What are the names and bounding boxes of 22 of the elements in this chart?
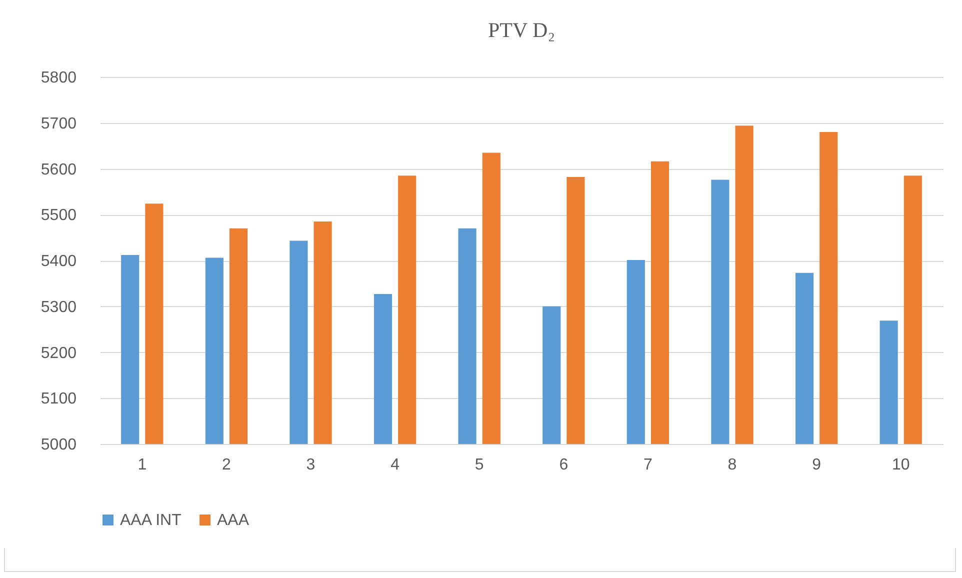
x-tick-label: 9 — [812, 456, 822, 474]
legend-label: AAA — [217, 512, 250, 529]
y-tick-label: 5600 — [40, 161, 77, 178]
y-tick-label: 5800 — [40, 70, 77, 86]
x-tick-label: 8 — [728, 456, 737, 474]
y-tick-label: 5400 — [40, 253, 77, 270]
x-tick-label: 1 — [138, 456, 147, 474]
x-tick-label: 4 — [390, 456, 400, 474]
x-tick-label: 6 — [559, 456, 568, 474]
y-tick-label: 5500 — [40, 207, 77, 224]
chart-title: PTV D₂ — [488, 18, 556, 42]
x-tick-label: 7 — [643, 456, 652, 474]
y-tick-label: 5200 — [40, 344, 77, 362]
x-tick-label: 3 — [306, 456, 316, 474]
x-tick-label: 2 — [222, 456, 231, 474]
legend-label: AAA INT — [120, 512, 182, 529]
y-tick-label: 5700 — [40, 115, 77, 132]
x-tick-label: 5 — [474, 456, 484, 474]
y-tick-label: 5100 — [40, 390, 77, 408]
y-tick-label: 5000 — [40, 436, 77, 454]
y-tick-label: 5300 — [40, 298, 77, 316]
x-tick-label: 10 — [892, 456, 910, 474]
